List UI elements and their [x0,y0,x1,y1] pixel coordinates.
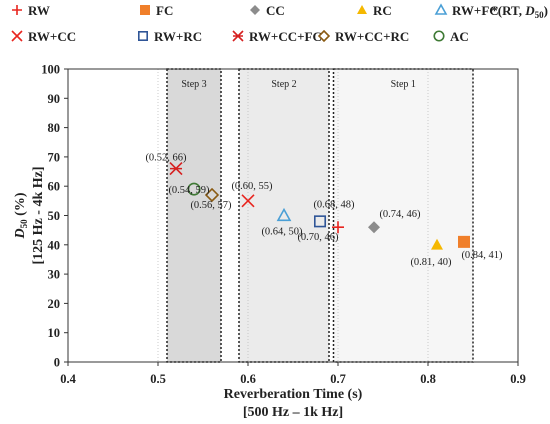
legend-label: RW+RC [154,29,202,44]
legend-marker [357,5,367,14]
point-label: (0.60, 55) [231,181,273,192]
legend-marker [434,3,448,15]
point-rw-rc [313,215,326,228]
data-points [169,162,470,250]
y-tick-label: 50 [48,209,61,223]
y-axis-title: D50 (%) [13,192,29,239]
step-label: Step 3 [181,79,206,90]
x-tick-label: 0.7 [330,372,346,386]
point-rw [332,221,344,234]
tick-labels: 0 10 20 30 40 50 60 70 80 90 100 0.4 0.5 0.6 0.7 0.8 0.9 [41,63,526,387]
legend-marker [140,5,150,15]
point-rc [431,238,443,250]
point-label: (0.54, 59) [168,185,210,196]
legend-marker [138,30,149,41]
x-tick-label: 0.9 [510,372,526,386]
step-band [332,68,474,363]
point-label: (0.52, 66) [145,153,187,164]
point-label: (0.64, 50) [261,227,303,238]
step-label: Step 1 [391,79,416,90]
y-axis-range: [125 Hz - 4k Hz] [31,167,46,265]
legend-marker [11,30,23,42]
legend-label: RW+CC+RC [335,29,409,44]
legend-marker [317,29,331,43]
step-band [166,68,222,363]
x-tick-label: 0.4 [60,372,76,386]
point-ac [187,182,201,196]
legend-label: RW+CC [28,29,76,44]
legend-label: AC [450,29,469,44]
axis-titles: Reverberation Time (s) [500 Hz – 1k Hz] D5… [13,167,363,420]
legend-label: RW+CC+FC [249,29,322,44]
y-tick-label: 100 [41,63,60,77]
point-rw-fc [276,207,292,222]
x-axis-title: Reverberation Time (s) [224,387,363,402]
legend-marker [232,30,244,42]
x-axis-subtitle: [500 Hz – 1k Hz] [243,405,343,420]
y-tick-label: 20 [48,297,61,311]
point-cc [368,221,380,234]
step-bands: Step 3 Step 2 Step 1 [166,68,474,363]
point-fc [458,235,470,248]
x-tick-label: 0.8 [420,372,436,386]
axes [64,68,519,366]
y-tick-label: 80 [48,121,61,135]
y-tick-label: 0 [54,356,60,370]
point-label: (0.81, 40) [410,257,452,268]
legend-label: FC [156,3,173,18]
legend-label: RW [28,3,50,18]
y-tick-label: 30 [48,268,61,282]
y-tick-label: 60 [48,180,61,194]
point-rw-cc-fc [169,162,183,176]
x-tick-label: 0.6 [240,372,256,386]
y-tick-label: 10 [48,326,61,340]
y-tick-label: 90 [48,92,61,106]
legend-marker [433,30,445,42]
legend-label: RC [373,3,392,18]
legend: RW FC CC RC RW+FC RW+CC RW+RC RW+CC+FC RW+CC+RC A… [11,3,548,44]
point-label: (0.70, 46) [297,232,339,243]
y-tick-label: 70 [48,150,61,164]
point-label: (0.68, 48) [313,199,355,210]
legend-label: RW+FC [452,3,499,18]
legend-note: *(RT, D50) [491,3,548,20]
legend-marker [250,5,260,15]
point-label: (0.84, 41) [461,250,503,261]
y-tick-label: 40 [48,238,61,252]
point-label: (0.74, 46) [379,209,421,220]
point-label: (0.56, 57) [190,200,232,211]
point-rw-cc [241,194,255,208]
point-rw-cc-rc [204,187,220,203]
x-tick-label: 0.5 [150,372,166,386]
step-label: Step 2 [271,79,296,90]
point-labels: (0.70, 46) (0.84, 41) (0.74, 46) (0.81, 40)… [145,153,503,268]
legend-label: CC [266,3,285,18]
legend-marker [12,5,22,15]
